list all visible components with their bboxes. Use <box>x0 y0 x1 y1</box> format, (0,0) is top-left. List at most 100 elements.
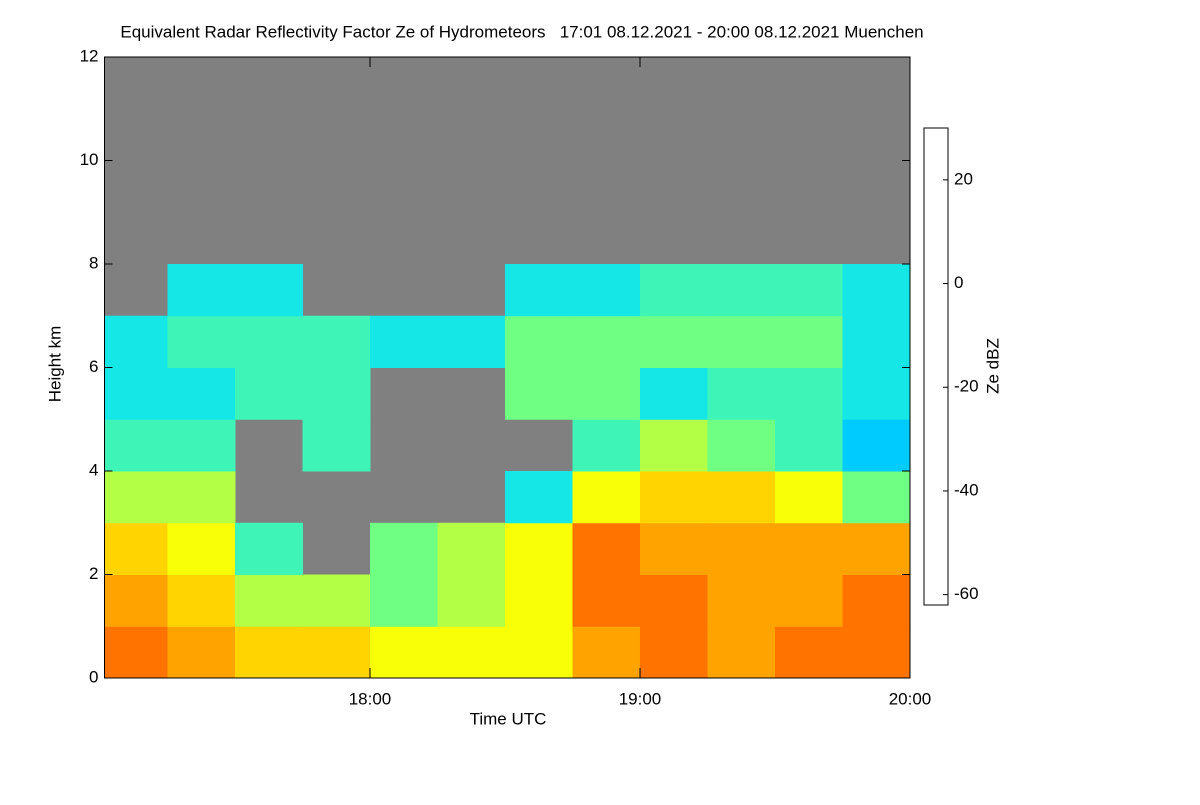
colorbar-tick-label: 20 <box>954 169 973 188</box>
heatmap-cell <box>167 264 236 317</box>
heatmap-cell <box>774 574 843 627</box>
heatmap-cell <box>504 315 573 368</box>
heatmap-cell <box>842 419 911 472</box>
heatmap-cell <box>572 626 641 679</box>
heatmap-cell <box>234 315 303 368</box>
heatmap-cell <box>842 574 911 627</box>
heatmap-cell <box>302 367 371 420</box>
heatmap-cell <box>639 315 708 368</box>
heatmap-cell <box>707 626 776 679</box>
heatmap-cell <box>774 522 843 575</box>
heatmap-cell <box>104 315 168 368</box>
heatmap-cell <box>707 471 776 524</box>
heatmap-cell <box>167 522 236 575</box>
heatmap-cell <box>842 264 911 317</box>
heatmap-cell <box>504 522 573 575</box>
heatmap-cell <box>104 367 168 420</box>
heatmap-cell <box>774 264 843 317</box>
colorbar-label: Ze dBZ <box>983 338 1002 394</box>
heatmap-cell <box>774 367 843 420</box>
heatmap-cell <box>639 264 708 317</box>
heatmap-cell <box>504 471 573 524</box>
y-tick-label: 6 <box>89 357 98 376</box>
heatmap-cell <box>234 522 303 575</box>
heatmap-cell <box>572 264 641 317</box>
heatmap-cell <box>774 315 843 368</box>
heatmap-cell <box>639 367 708 420</box>
y-axis-label: Height km <box>45 326 64 403</box>
heatmap-cell <box>572 522 641 575</box>
heatmap-cell <box>842 626 911 679</box>
y-tick-label: 12 <box>80 46 99 65</box>
heatmap-cell <box>234 574 303 627</box>
heatmap-cell <box>302 626 371 679</box>
heatmap-cell <box>707 574 776 627</box>
x-tick-label: 20:00 <box>889 689 932 708</box>
heatmap-cell <box>639 522 708 575</box>
heatmap-cell <box>167 471 236 524</box>
heatmap-cell <box>167 315 236 368</box>
y-tick-label: 2 <box>89 564 98 583</box>
x-tick-label: 18:00 <box>349 689 392 708</box>
heatmap-cell <box>707 522 776 575</box>
heatmap-cell <box>842 522 911 575</box>
heatmap-cell <box>774 471 843 524</box>
heatmap-cell <box>302 419 371 472</box>
heatmap-cell <box>572 419 641 472</box>
heatmap-cell <box>437 626 506 679</box>
heatmap-cell <box>302 574 371 627</box>
heatmap-cell <box>437 315 506 368</box>
y-tick-label: 0 <box>89 667 98 686</box>
y-tick-label: 4 <box>89 460 98 479</box>
heatmap-cell <box>774 626 843 679</box>
heatmap-cell <box>707 264 776 317</box>
heatmap-cell <box>504 367 573 420</box>
heatmap-cell <box>167 419 236 472</box>
chart-title: Equivalent Radar Reflectivity Factor Ze … <box>120 22 923 41</box>
heatmap-cell <box>369 626 438 679</box>
y-tick-label: 8 <box>89 253 98 272</box>
heatmap-cell <box>774 419 843 472</box>
heatmap-cell <box>572 574 641 627</box>
heatmap-cell <box>234 626 303 679</box>
heatmap-cell <box>707 315 776 368</box>
heatmap-cell <box>369 522 438 575</box>
heatmap-cell <box>572 471 641 524</box>
heatmap-cell <box>104 471 168 524</box>
colorbar <box>923 127 949 606</box>
heatmap-cell <box>639 626 708 679</box>
heatmap-cell <box>104 626 168 679</box>
heatmap-cell <box>234 367 303 420</box>
heatmap-cell <box>369 315 438 368</box>
heatmap-cell <box>104 574 168 627</box>
colorbar-tick-label: -40 <box>954 480 979 499</box>
heatmap-cell <box>369 574 438 627</box>
heatmap-cell <box>842 471 911 524</box>
heatmap-cell <box>437 574 506 627</box>
heatmap-cell <box>167 626 236 679</box>
heatmap-cell <box>104 419 168 472</box>
heatmap-cell <box>842 367 911 420</box>
heatmap-cell <box>639 574 708 627</box>
x-tick-label: 19:00 <box>619 689 662 708</box>
heatmap-cell <box>104 522 168 575</box>
heatmap-cell <box>572 315 641 368</box>
y-tick-label: 10 <box>80 150 99 169</box>
heatmap-cell <box>707 419 776 472</box>
heatmap-cell <box>234 264 303 317</box>
heatmap-cell <box>302 315 371 368</box>
colorbar-tick-label: 0 <box>954 273 963 292</box>
heatmap-cell <box>167 367 236 420</box>
heatmap-cell <box>707 367 776 420</box>
heatmap-cell <box>842 315 911 368</box>
x-axis-label: Time UTC <box>470 709 547 728</box>
heatmap-cell <box>437 522 506 575</box>
heatmap-cell <box>504 264 573 317</box>
heatmap-cell <box>167 574 236 627</box>
heatmap-cell <box>504 626 573 679</box>
colorbar-tick-label: -60 <box>954 584 979 603</box>
colorbar-tick-label: -20 <box>954 377 979 396</box>
heatmap-cell <box>572 367 641 420</box>
heatmap-cell <box>504 574 573 627</box>
